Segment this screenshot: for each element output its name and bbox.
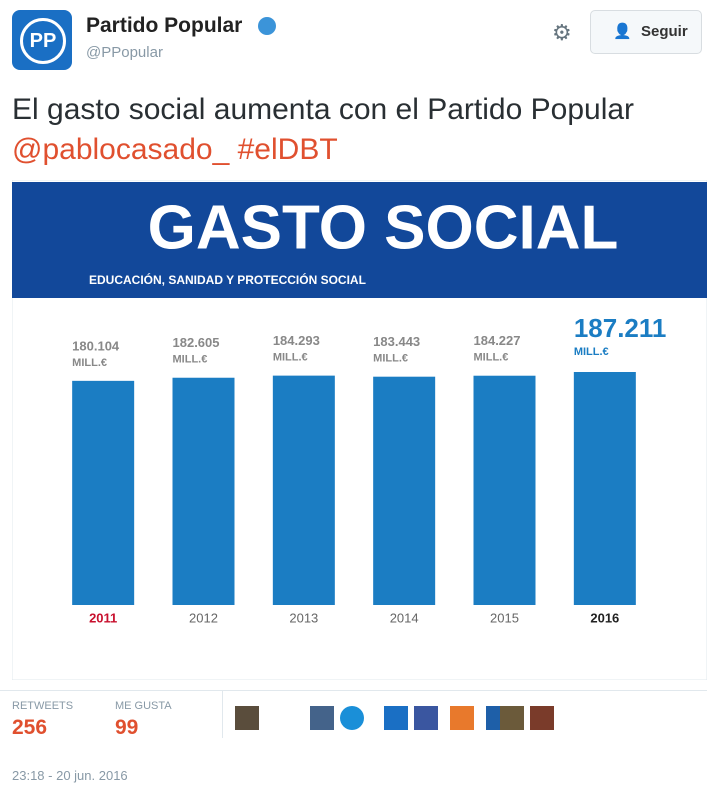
likes-label: ME GUSTA <box>115 700 172 712</box>
verified-badge <box>258 17 276 35</box>
bar <box>473 375 536 605</box>
liker-avatar[interactable] <box>384 706 408 730</box>
avatar[interactable]: PP <box>12 10 72 70</box>
liker-avatar[interactable] <box>235 706 259 730</box>
divider <box>0 690 707 691</box>
liker-avatar[interactable] <box>310 706 334 730</box>
unit-label: MILL.€ <box>273 352 308 364</box>
mention[interactable]: @pablocasado_ <box>12 133 230 166</box>
likes-count[interactable]: 99 <box>115 716 139 739</box>
x-tick-label: 2013 <box>289 610 318 625</box>
retweets-count[interactable]: 256 <box>12 716 48 739</box>
bar <box>72 380 135 605</box>
liker-avatar[interactable] <box>340 706 364 730</box>
retweets-label: RETWEETS <box>12 700 74 712</box>
banner <box>12 182 707 298</box>
unit-label: MILL.€ <box>72 357 107 369</box>
unit-label: MILL.€ <box>474 352 509 364</box>
stats-divider <box>222 690 223 738</box>
chart: GASTO SOCIAL EDUCACIÓN, SANIDAD Y PROTEC… <box>12 180 707 680</box>
value-label: 183.443 <box>373 334 420 349</box>
liker-avatar[interactable] <box>414 706 438 730</box>
user-handle[interactable]: @PPopular <box>86 44 163 61</box>
settings-icon[interactable]: ⚙ <box>552 20 572 45</box>
x-tick-label: 2016 <box>590 610 619 625</box>
liker-avatar[interactable] <box>500 706 524 730</box>
x-tick-label: 2012 <box>189 610 218 625</box>
unit-label: MILL.€ <box>173 354 208 366</box>
follow-label: Seguir <box>641 23 688 40</box>
tweet-text: El gasto social aumenta con el Partido P… <box>12 93 635 126</box>
unit-label: MILL.€ <box>574 346 609 358</box>
bar <box>373 376 436 605</box>
x-tick-label: 2011 <box>89 610 117 625</box>
bar <box>573 372 636 605</box>
x-tick-label: 2015 <box>490 610 519 625</box>
hashtag[interactable]: #elDBT <box>237 133 338 166</box>
value-label: 184.227 <box>474 333 521 348</box>
value-label: 182.605 <box>173 335 220 350</box>
x-tick-label: 2014 <box>390 610 419 625</box>
chart-subtitle: EDUCACIÓN, SANIDAD Y PROTECCIÓN SOCIAL <box>89 272 366 287</box>
timestamp[interactable]: 23:18 - 20 jun. 2016 <box>12 768 128 783</box>
value-label: 184.293 <box>273 333 320 348</box>
liker-avatar[interactable] <box>450 706 474 730</box>
value-label: 187.211 <box>574 313 667 343</box>
liker-avatar[interactable] <box>530 706 554 730</box>
unit-label: MILL.€ <box>373 353 408 365</box>
bar <box>172 377 235 605</box>
tweet-entities: @pablocasado_ #elDBT <box>12 133 338 167</box>
user-name[interactable]: Partido Popular <box>86 14 243 37</box>
follow-button[interactable]: 👤 Seguir <box>590 10 702 54</box>
bar <box>272 375 335 605</box>
value-label: 180.104 <box>72 338 120 353</box>
chart-title: GASTO SOCIAL <box>148 193 619 262</box>
